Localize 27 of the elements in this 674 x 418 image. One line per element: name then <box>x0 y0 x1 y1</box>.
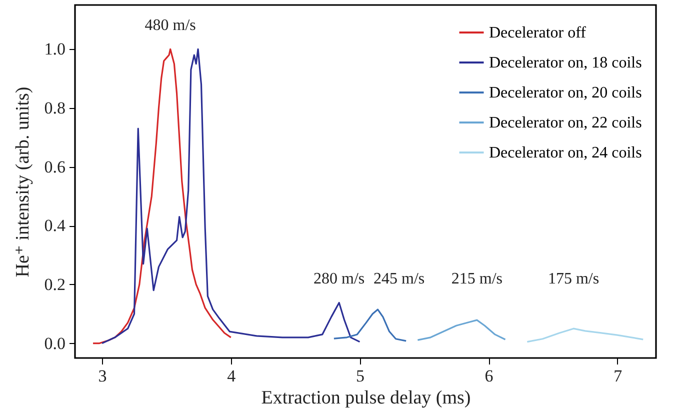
y-tick-label: 0.2 <box>44 274 66 294</box>
line-series <box>526 328 644 343</box>
line-series <box>333 308 407 342</box>
annotation: 175 m/s <box>548 270 600 288</box>
y-axis-title: He⁺ intensity (arb. units) <box>12 86 34 278</box>
legend-label: Decelerator on, 18 coils <box>489 54 642 72</box>
line-series <box>92 48 232 344</box>
line-series <box>416 319 506 341</box>
legend-label: Decelerator on, 20 coils <box>489 84 642 102</box>
legend-label: Decelerator on, 22 coils <box>489 114 642 132</box>
x-axis-title: Extraction pulse delay (ms) <box>261 388 471 408</box>
x-tick-label: 5 <box>356 366 364 386</box>
legend-label: Decelerator on, 24 coils <box>489 144 642 162</box>
annotation: 480 m/s <box>144 17 196 34</box>
annotation: 215 m/s <box>451 270 502 288</box>
y-tick-label: 0.0 <box>44 334 66 353</box>
y-tick-label: 0.6 <box>44 157 66 176</box>
x-tick-label: 3 <box>98 366 107 386</box>
x-tick-label: 4 <box>227 366 236 386</box>
y-tick-label: 0.4 <box>44 216 66 236</box>
x-tick-label: 7 <box>614 366 623 386</box>
annotation: 245 m/s <box>374 270 425 288</box>
y-tick-label: 1.0 <box>44 40 66 59</box>
legend-label: Decelerator off <box>489 24 587 42</box>
annotation: 280 m/s <box>314 270 365 288</box>
y-tick-label: 0.8 <box>44 98 66 118</box>
x-tick-label: 6 <box>484 366 494 386</box>
